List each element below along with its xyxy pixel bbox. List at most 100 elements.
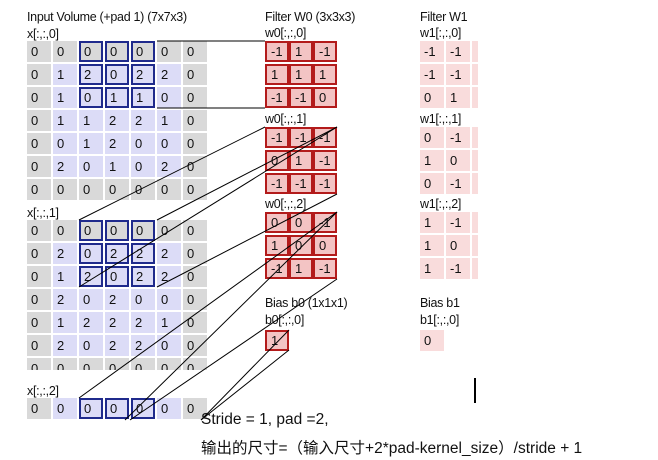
grid-cell: -1 xyxy=(265,173,289,194)
grid-cell: 0 xyxy=(27,289,51,310)
grid-cell: 0 xyxy=(157,289,181,310)
grid-cell: 0 xyxy=(183,156,207,177)
grid-cell: 0 xyxy=(79,358,103,370)
grid-cell-cropped xyxy=(472,173,478,194)
grid-cell: 0 xyxy=(79,156,103,177)
grid-cell: 1 xyxy=(420,150,444,171)
filter-w1-title: Filter W1 xyxy=(420,10,468,24)
output-size-formula: 输出的尺寸=（输入尺寸+2*pad-kernel_size）/stride + … xyxy=(201,440,583,457)
grid-cell: -1 xyxy=(446,64,470,85)
grid-cell: 0 xyxy=(27,41,51,62)
input-slice-label: x[:,:,1] xyxy=(27,206,59,220)
grid-cell: 0 xyxy=(27,266,51,287)
grid-cell: -1 xyxy=(289,173,313,194)
grid-cell: 0 xyxy=(53,41,77,62)
filter-w1-slice-label: w1[:,:,1] xyxy=(420,112,462,126)
connector-line xyxy=(156,126,338,221)
grid-cell-cropped xyxy=(472,150,478,171)
grid-cell-cropped xyxy=(472,212,478,233)
grid-cell: 0 xyxy=(446,235,470,256)
grid-cell: 0 xyxy=(27,312,51,333)
connector-line xyxy=(78,126,338,288)
grid-cell: 1 xyxy=(157,110,181,131)
filter-w0-title: Filter W0 (3x3x3) xyxy=(265,10,356,24)
grid-cell: 0 xyxy=(105,41,129,62)
grid-cell: 2 xyxy=(105,335,129,356)
grid-cell-cropped xyxy=(472,87,478,108)
grid-cell: 0 xyxy=(157,87,181,108)
grid-cell: -1 xyxy=(446,41,470,62)
grid-cell: -1 xyxy=(446,212,470,233)
grid-cell: 0 xyxy=(27,398,51,419)
grid-cell: 0 xyxy=(79,41,103,62)
grid-cell: 0 xyxy=(183,64,207,85)
grid-cell: 0 xyxy=(131,289,155,310)
filter-w1-slice-label: w1[:,:,0] xyxy=(420,26,462,40)
grid-cell: 0 xyxy=(27,220,51,241)
grid-cell: 0 xyxy=(131,156,155,177)
grid-cell: 1 xyxy=(53,312,77,333)
grid-cell: 1 xyxy=(420,258,444,279)
grid-cell: 0 xyxy=(105,179,129,200)
grid-cell: 1 xyxy=(289,150,313,171)
grid-cell: 2 xyxy=(79,64,103,85)
grid-cell: 0 xyxy=(313,235,337,256)
grid-cell: 1 xyxy=(53,266,77,287)
grid-cell: -1 xyxy=(313,127,337,148)
grid-cell: 2 xyxy=(79,266,103,287)
grid-cell: 1 xyxy=(265,64,289,85)
grid-cell: 0 xyxy=(420,173,444,194)
bias-b0-title: Bias b0 (1x1x1) xyxy=(265,296,348,310)
grid-cell: 2 xyxy=(105,110,129,131)
grid-cell-cropped xyxy=(472,127,478,148)
grid-cell: 1 xyxy=(289,258,313,279)
grid-cell: -1 xyxy=(265,127,289,148)
grid-cell: 0 xyxy=(79,398,103,419)
grid-cell: 0 xyxy=(79,289,103,310)
grid-cell: 2 xyxy=(157,64,181,85)
grid-cell: 0 xyxy=(53,220,77,241)
grid-cell: 0 xyxy=(27,243,51,264)
grid-cell: 0 xyxy=(183,220,207,241)
grid-cell: 0 xyxy=(157,133,181,154)
grid-cell: 0 xyxy=(79,243,103,264)
grid-cell: -1 xyxy=(446,127,470,148)
connector-line xyxy=(200,349,290,421)
grid-cell: 0 xyxy=(79,335,103,356)
filter-w0-slice-label: w0[:,:,0] xyxy=(265,26,307,40)
grid-cell: 0 xyxy=(53,179,77,200)
grid-cell: 0 xyxy=(27,110,51,131)
grid-cell: 0 xyxy=(131,398,155,419)
grid-cell: 1 xyxy=(79,110,103,131)
grid-cell: 1 xyxy=(446,87,470,108)
grid-cell: 0 xyxy=(27,179,51,200)
grid-cell: 0 xyxy=(27,358,51,370)
grid-cell: 0 xyxy=(183,312,207,333)
grid-cell: 0 xyxy=(183,41,207,62)
grid-cell: 0 xyxy=(446,150,470,171)
grid-cell: 2 xyxy=(131,335,155,356)
grid-cell: 2 xyxy=(105,312,129,333)
grid-cell: -1 xyxy=(313,150,337,171)
grid-cell: 2 xyxy=(157,243,181,264)
grid-cell: 0 xyxy=(157,398,181,419)
grid-cell: 0 xyxy=(183,133,207,154)
grid-cell: -1 xyxy=(420,41,444,62)
input-volume-title: Input Volume (+pad 1) (7x7x3) xyxy=(27,10,187,24)
grid-cell: 1 xyxy=(157,312,181,333)
bias-b1-label: b1[:,:,0] xyxy=(420,313,459,327)
grid-cell: 2 xyxy=(131,110,155,131)
grid-cell: 1 xyxy=(313,64,337,85)
grid-cell: 0 xyxy=(79,87,103,108)
grid-cell: 0 xyxy=(131,41,155,62)
input-slice-label: x[:,:,0] xyxy=(27,27,59,41)
connector-line xyxy=(156,193,338,288)
grid-cell: -1 xyxy=(313,41,337,62)
grid-cell: -1 xyxy=(313,173,337,194)
filter-w0-slice-label: w0[:,:,2] xyxy=(265,197,307,211)
connector-line xyxy=(129,278,338,421)
convolution-diagram: Input Volume (+pad 1) (7x7x3) Filter W0 … xyxy=(27,10,478,370)
grid-cell: 1 xyxy=(79,133,103,154)
grid-cell: 0 xyxy=(131,358,155,370)
